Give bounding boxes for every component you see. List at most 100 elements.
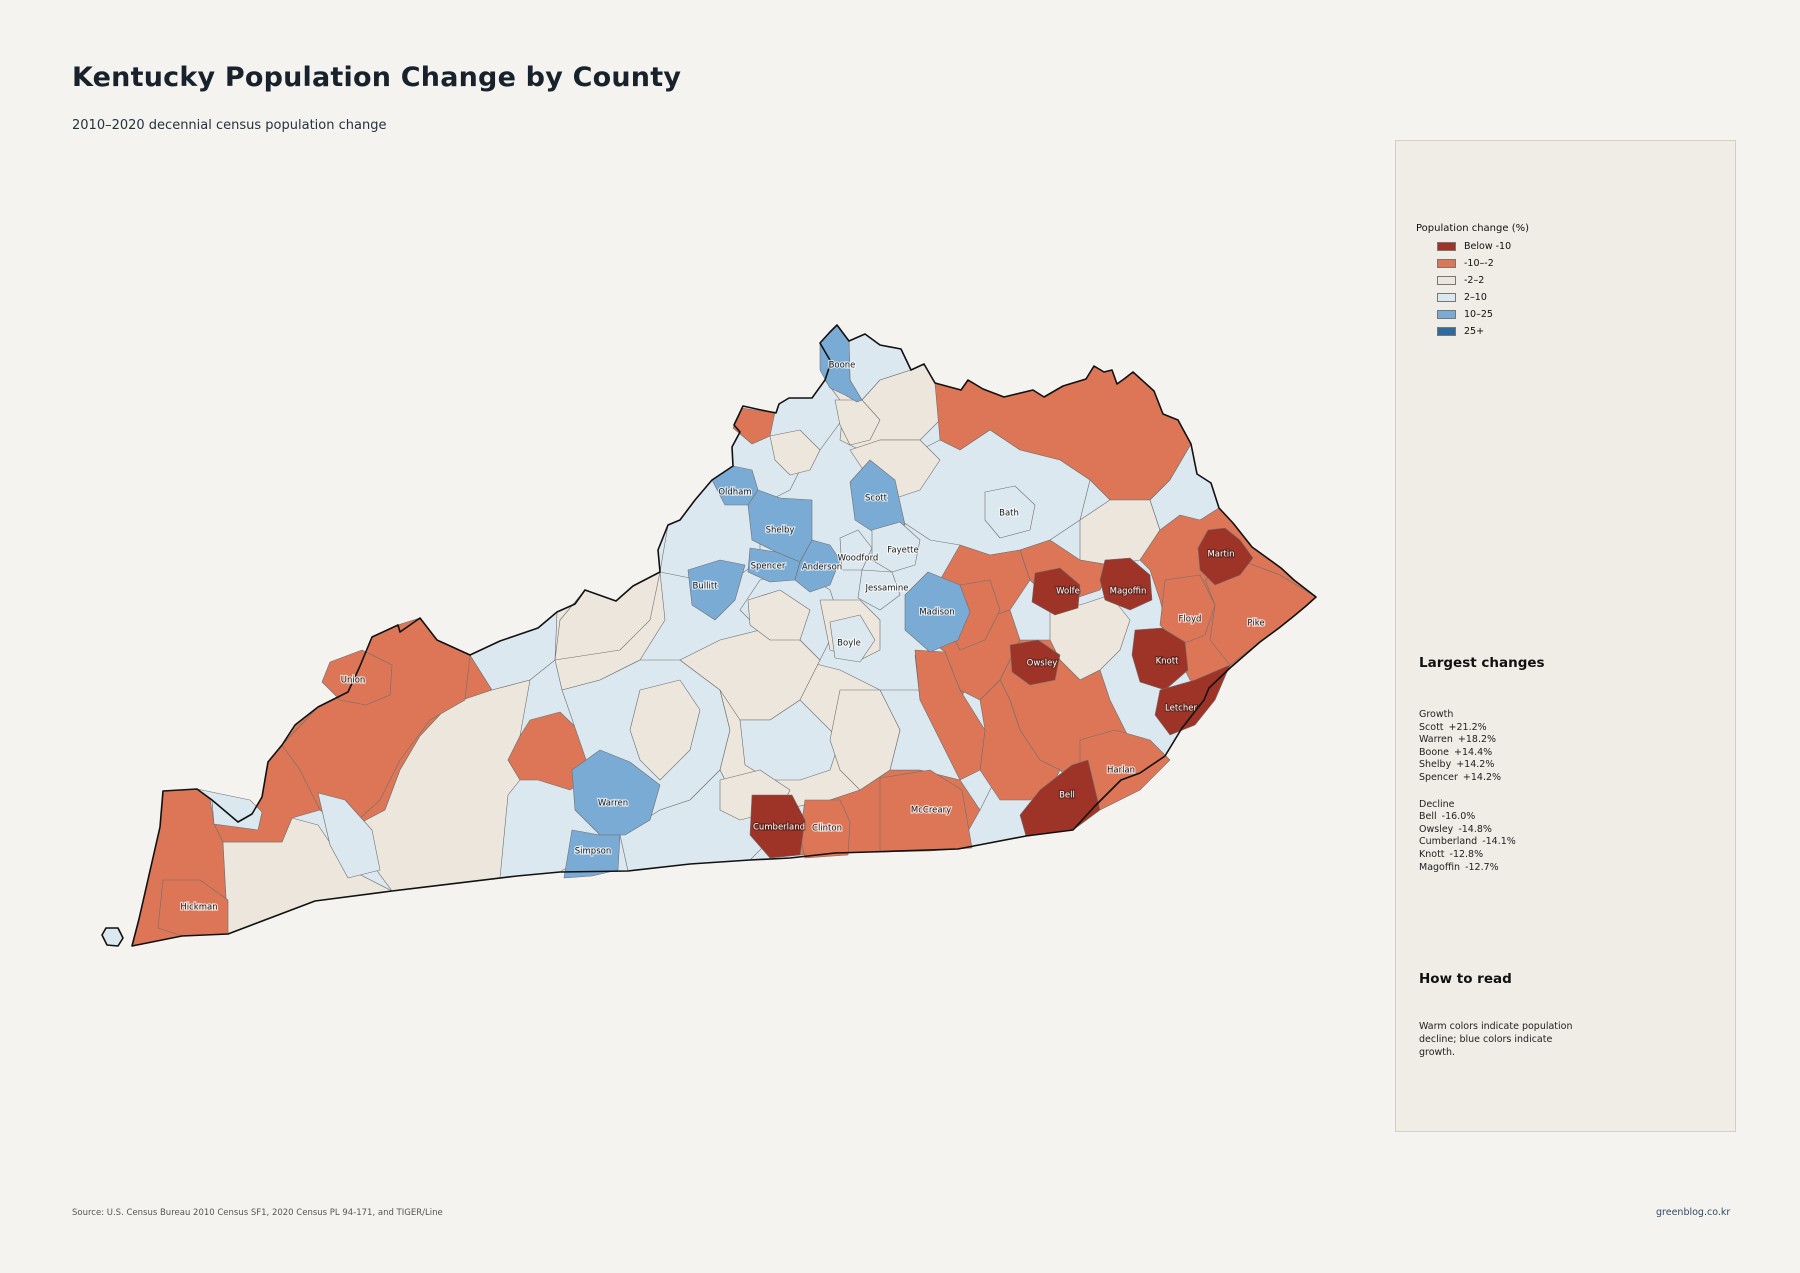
change-value: -14.8%	[1458, 823, 1492, 835]
county-jessamine	[857, 569, 901, 611]
largest-changes-heading: Largest changes	[1419, 655, 1545, 671]
source-note: Source: U.S. Census Bureau 2010 Census S…	[72, 1208, 443, 1218]
county-anderson	[794, 539, 841, 593]
county-label-bath: Bath	[999, 509, 1019, 519]
county-label-halo: Pike	[1247, 619, 1264, 629]
county-label-halo: Letcher	[1165, 704, 1197, 714]
county-label-simpson: Simpson	[575, 847, 611, 857]
county-label-halo: Bell	[1059, 791, 1075, 801]
growth-row: Scott +21.2%	[1419, 722, 1545, 735]
county-label-clinton: Clinton	[812, 824, 842, 834]
legend-item-below-10: Below -10	[1416, 238, 1529, 255]
county-letcher	[1154, 664, 1231, 736]
county-label-halo: Jessamine	[864, 584, 908, 594]
legend-swatch	[1437, 259, 1456, 268]
county-label-halo: Owsley	[1027, 659, 1058, 669]
county-polygons	[101, 324, 1317, 947]
change-value: -16.0%	[1441, 811, 1476, 823]
county-label-halo: Bullitt	[693, 582, 719, 592]
county-label-bullitt: Bullitt	[693, 582, 719, 592]
county-name: Knott	[1419, 848, 1445, 860]
county-labels: BooneBooneOldhamOldhamScottScottShelbySh…	[179, 359, 1265, 913]
county-label-halo: Simpson	[575, 847, 611, 857]
legend-label: 10–25	[1464, 309, 1493, 320]
county-label-boyle: Boyle	[837, 639, 861, 649]
county-label-halo: Anderson	[802, 563, 842, 573]
county-wolfe	[1031, 567, 1081, 616]
decline-list: Decline Bell -16.0% Owsley -14.8% Cumberla…	[1419, 799, 1545, 875]
county-label-owsley: Owsley	[1027, 659, 1058, 669]
growth-row: Boone +14.4%	[1419, 747, 1545, 760]
change-value: +21.2%	[1448, 721, 1487, 733]
legend-item-minus10-minus2: -10–-2	[1416, 255, 1529, 272]
change-value: +14.4%	[1454, 746, 1493, 758]
county-warren	[571, 749, 661, 836]
county-cumberland	[749, 794, 806, 859]
legend-label: -2–2	[1464, 275, 1485, 286]
county-label-mccreary: McCreary	[911, 806, 951, 816]
county-region-henry-trimble	[769, 429, 821, 476]
credit-link[interactable]: greenblog.co.kr	[1656, 1207, 1731, 1218]
county-label-martin: Martin	[1207, 550, 1234, 560]
legend-swatch	[1437, 242, 1456, 251]
county-label-oldham: Oldham	[718, 488, 751, 498]
map-title: Kentucky Population Change by County	[72, 62, 682, 93]
county-label-halo: Hickman	[180, 903, 217, 913]
county-label-anderson: Anderson	[802, 563, 842, 573]
county-name: Scott	[1419, 721, 1444, 733]
county-madison	[904, 571, 971, 653]
county-martin	[1197, 527, 1254, 586]
legend-label: Below -10	[1464, 241, 1512, 252]
county-label-wolfe: Wolfe	[1056, 587, 1080, 597]
legend-swatch	[1437, 310, 1456, 319]
change-value: -14.1%	[1482, 836, 1516, 848]
decline-label: Decline	[1419, 798, 1455, 810]
county-region-graves-calloway	[317, 792, 381, 879]
county-label-halo: Shelby	[766, 526, 795, 536]
county-name: Bell	[1419, 811, 1437, 823]
county-label-letcher: Letcher	[1165, 704, 1197, 714]
county-name: Cumberland	[1419, 836, 1478, 848]
county-knott	[1131, 627, 1189, 691]
county-label-halo: Knott	[1156, 657, 1179, 667]
county-name: Boone	[1419, 746, 1450, 758]
county-label-boone: Boone	[829, 361, 856, 371]
county-region-casey-russell	[829, 689, 901, 791]
county-bell	[1019, 759, 1101, 837]
county-name: Magoffin	[1419, 861, 1461, 873]
legend-label: 2–10	[1464, 292, 1487, 303]
change-value: -12.8%	[1449, 848, 1484, 860]
county-region-pennyrile-central	[346, 679, 531, 892]
county-label-harlan: Harlan	[1107, 766, 1135, 776]
county-name: Shelby	[1419, 759, 1452, 771]
side-panel: Population change (%) Below -10 -10–-2 -…	[1395, 140, 1736, 1132]
county-label-hickman: Hickman	[180, 903, 217, 913]
county-label-jessamine: Jessamine	[864, 584, 908, 594]
legend-swatch	[1437, 293, 1456, 302]
decline-row: Cumberland -14.1%	[1419, 836, 1545, 849]
growth-label: Growth	[1419, 709, 1454, 720]
county-label-halo: Union	[341, 676, 366, 686]
growth-row: Warren +18.2%	[1419, 734, 1545, 747]
county-label-shelby: Shelby	[766, 526, 795, 536]
legend-label: 25+	[1464, 326, 1485, 337]
how-to-read-text: Warm colors indicate population decline;…	[1419, 1021, 1573, 1058]
county-label-halo: Fayette	[887, 546, 918, 556]
county-label-halo: Wolfe	[1056, 587, 1080, 597]
county-label-halo: Madison	[919, 608, 954, 618]
county-label-fayette: Fayette	[887, 546, 918, 556]
county-label-union: Union	[341, 676, 366, 686]
change-value: +14.2%	[1456, 759, 1495, 771]
largest-changes-section: Largest changes Growth Scott +21.2% Warre…	[1419, 655, 1545, 874]
county-label-halo: Bath	[999, 509, 1019, 519]
growth-list: Growth Scott +21.2% Warren +18.2% Boone +14…	[1419, 709, 1545, 785]
legend-swatch	[1437, 327, 1456, 336]
state-outline-island	[101, 927, 124, 947]
county-label-halo: Harlan	[1107, 766, 1135, 776]
change-value: +18.2%	[1457, 734, 1497, 746]
legend-item-2-10: 2–10	[1416, 289, 1529, 306]
county-bath	[984, 485, 1036, 539]
county-label-warren: Warren	[598, 799, 628, 809]
county-label-halo: Cumberland	[753, 823, 805, 833]
